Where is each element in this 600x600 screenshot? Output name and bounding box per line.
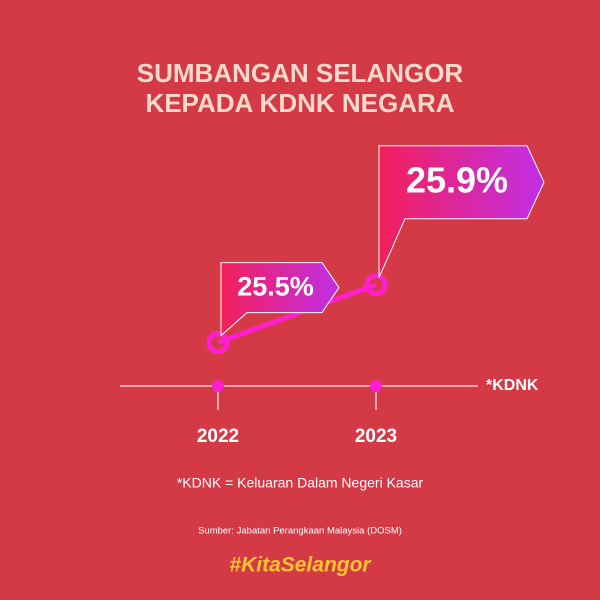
value-label: 25.5% [237,272,314,302]
axis-dot [370,380,382,392]
point [364,273,388,297]
x-tick-label: 2022 [197,426,239,447]
chart-title: SUMBANGAN SELANGOR [137,58,464,88]
line [217,282,377,345]
legend-label: *KDNK [486,377,539,394]
x-tick-label: 2023 [355,426,397,447]
value-label: 25.9% [406,160,508,201]
callout [378,145,545,278]
axis-dot [212,380,224,392]
brand: #KitaSelangor [229,554,372,577]
callout [220,262,340,337]
point [206,331,230,355]
source: Sumber: Jabatan Perangkaan Malaysia (DOS… [198,526,402,537]
note: *KDNK = Keluaran Dalam Negeri Kasar [177,475,424,491]
chart-title: KEPADA KDNK NEGARA [145,88,454,118]
